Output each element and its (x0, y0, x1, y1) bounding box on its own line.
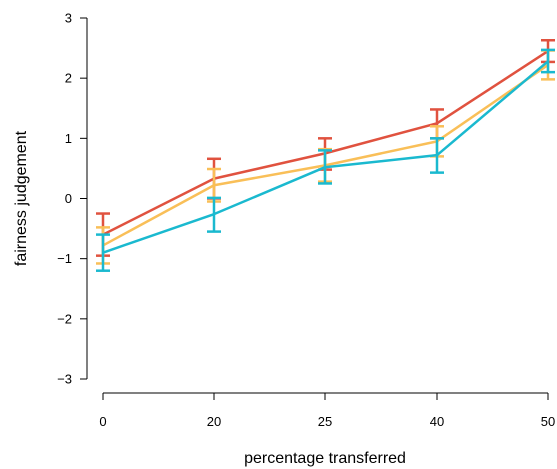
y-tick-label: 1 (65, 131, 72, 146)
y-tick-label: 0 (65, 191, 72, 206)
y-tick-label: 3 (65, 11, 72, 26)
x-tick-label: 40 (430, 414, 444, 429)
y-tick-label: −2 (57, 311, 72, 326)
x-axis: 0 20 25 40 50 (99, 392, 555, 429)
x-tick-label: 50 (541, 414, 555, 429)
y-axis-label: fairness judgement (13, 130, 30, 266)
y-axis: −3 −2 −1 0 1 2 3 (57, 11, 88, 387)
plot-area (96, 39, 555, 272)
y-tick-label: −1 (57, 251, 72, 266)
x-tick-label: 0 (99, 414, 106, 429)
x-tick-label: 20 (207, 414, 221, 429)
error-bar (96, 233, 110, 272)
y-tick-label: 2 (65, 71, 72, 86)
error-bar (541, 48, 555, 74)
x-axis-label: percentage transferred (244, 450, 406, 467)
series-3 (96, 48, 555, 272)
x-tick-label: 25 (318, 414, 332, 429)
y-tick-label: −3 (57, 372, 72, 387)
series-line (102, 60, 549, 254)
